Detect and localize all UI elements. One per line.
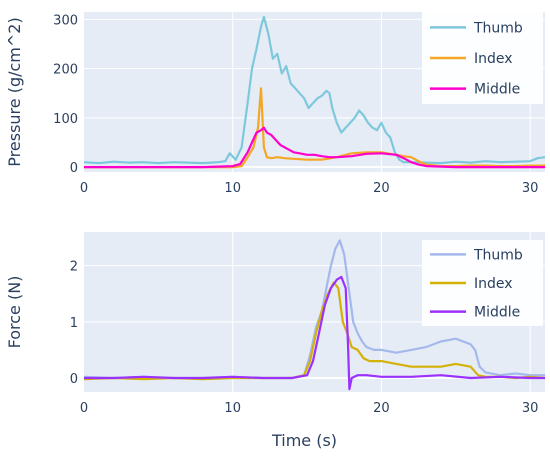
series-line-middle [84,275,545,391]
legend-label-middle: Middle [474,305,520,321]
legend: Thumb Index Middle [422,240,543,326]
series-line-middle [84,126,545,169]
x-tick-label: 20 [373,181,390,196]
legend-label-index: Index [474,276,513,292]
x-tick-label: 30 [522,401,539,416]
x-tick-label: 20 [373,401,390,416]
legend-label-middle: Middle [474,82,520,98]
legend-label-thumb: Thumb [473,247,523,263]
series-group [84,15,545,169]
y-tick-label: 100 [53,112,78,127]
x-tick-label: 10 [224,401,241,416]
x-axis-title: Time (s) [271,431,337,450]
y-tick-label: 1 [70,316,78,331]
y-axis-title: Force (N) [5,276,24,349]
x-tick-label: 0 [80,181,88,196]
subplot-bottom: 0 10 20 30 0 1 2 Thumb Index Middle Force (N) Time … [5,232,545,450]
y-axis-title: Pressure (g/cm^2) [5,17,24,166]
x-tick-label: 10 [224,181,241,196]
x-tick-label: 0 [80,401,88,416]
legend-label-index: Index [474,51,513,67]
legend-label-thumb: Thumb [473,20,523,36]
legend: Thumb Index Middle [422,12,543,104]
y-tick-label: 200 [53,63,78,78]
y-tick-label: 0 [70,161,78,176]
y-tick-label: 2 [70,260,78,275]
x-tick-label: 30 [522,181,539,196]
series-group [84,239,545,391]
y-tick-label: 300 [53,13,78,28]
y-tick-label: 0 [70,372,78,387]
